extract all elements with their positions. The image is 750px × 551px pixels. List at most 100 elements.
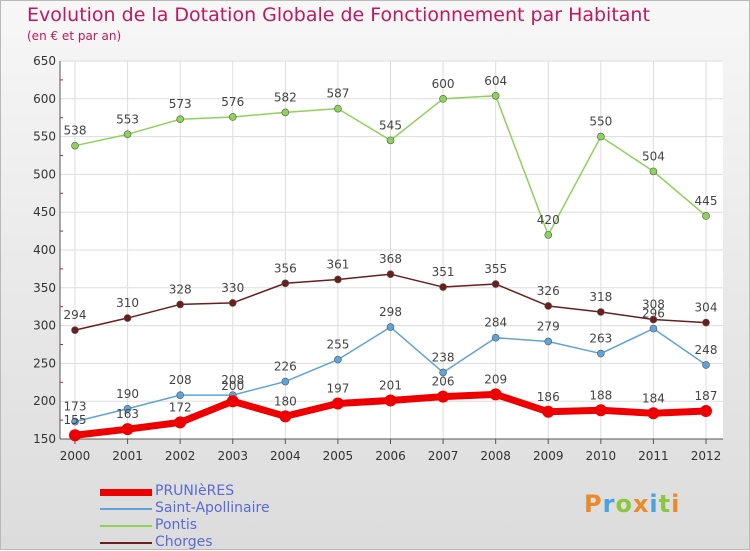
data-point — [649, 315, 658, 324]
data-point — [649, 167, 658, 176]
data-point — [597, 132, 605, 141]
y-tick-label: 300 — [33, 319, 56, 333]
data-label: 550 — [589, 115, 612, 129]
data-label: 356 — [274, 261, 297, 275]
data-label: 573 — [169, 97, 192, 111]
data-label: 188 — [589, 388, 612, 402]
logo-letter: r — [602, 490, 616, 518]
x-tick-label: 2003 — [217, 449, 248, 463]
data-label: 206 — [432, 375, 455, 389]
x-tick-label: 2007 — [428, 449, 459, 463]
data-label: 504 — [642, 149, 665, 163]
data-point — [331, 397, 344, 410]
data-point — [226, 395, 239, 408]
y-tick-label: 350 — [33, 281, 56, 295]
data-label: 600 — [432, 77, 455, 91]
x-tick-label: 2000 — [60, 449, 91, 463]
data-point — [544, 231, 553, 239]
y-tick-label: 550 — [33, 130, 56, 144]
legend-label: PRUNIèRES — [155, 483, 235, 499]
legend-swatch — [100, 508, 152, 510]
data-label: 186 — [537, 390, 560, 404]
y-tick-label: 200 — [33, 394, 56, 408]
logo-letter: P — [584, 490, 603, 518]
data-point — [279, 410, 292, 423]
data-label: 226 — [274, 360, 297, 374]
data-label: 355 — [484, 262, 507, 276]
data-label: 310 — [116, 296, 139, 310]
legend-swatch — [100, 542, 152, 544]
x-tick-label: 2011 — [638, 449, 669, 463]
data-label: 576 — [221, 95, 244, 109]
data-point — [491, 280, 500, 288]
x-tick-label: 2005 — [323, 449, 354, 463]
x-tick-label: 2009 — [533, 449, 564, 463]
data-label: 582 — [274, 90, 297, 104]
data-point — [544, 337, 553, 346]
data-label: 318 — [589, 290, 612, 304]
data-label: 208 — [169, 373, 192, 387]
data-label: 368 — [379, 252, 402, 266]
data-point — [176, 300, 184, 309]
data-point — [489, 388, 502, 401]
data-label: 308 — [642, 298, 665, 312]
y-tick-label: 450 — [33, 205, 56, 219]
data-point — [649, 324, 658, 333]
legend-label: Chorges — [155, 534, 213, 550]
data-point — [491, 333, 500, 342]
data-point — [439, 95, 447, 103]
y-tick-label: 500 — [33, 167, 56, 181]
logo-letter: o — [615, 490, 633, 518]
legend-label: Saint-Apollinaire — [155, 500, 270, 516]
chart-title: Evolution de la Dotation Globale de Fonc… — [27, 4, 650, 26]
data-point — [597, 308, 605, 316]
data-point — [542, 405, 555, 418]
logo-letter: t — [658, 490, 672, 518]
data-point — [384, 394, 397, 407]
x-tick-label: 2001 — [112, 449, 143, 463]
data-label: 304 — [695, 301, 718, 315]
data-label: 201 — [379, 378, 402, 392]
data-point — [544, 302, 553, 310]
data-label: 294 — [64, 308, 87, 322]
x-tick-label: 2006 — [375, 449, 406, 463]
data-label: 155 — [64, 413, 87, 427]
legend-swatch — [100, 525, 152, 527]
data-point — [334, 275, 342, 284]
data-label: 326 — [537, 284, 560, 298]
data-label: 298 — [379, 305, 402, 319]
data-point — [386, 270, 395, 278]
data-label: 445 — [695, 194, 718, 208]
data-label: 248 — [695, 343, 718, 357]
data-point — [281, 377, 290, 386]
data-point — [700, 405, 712, 418]
data-label: 330 — [221, 281, 244, 295]
data-label: 420 — [537, 213, 560, 227]
data-point — [647, 407, 660, 420]
data-point — [702, 318, 710, 327]
data-label: 172 — [169, 400, 192, 414]
y-tick-label: 600 — [33, 92, 56, 106]
data-point — [702, 212, 710, 220]
data-point — [71, 141, 79, 150]
data-label: 553 — [116, 112, 139, 126]
data-point — [386, 323, 395, 331]
data-point — [176, 115, 184, 124]
data-label: 255 — [326, 338, 349, 352]
logo-letter: i — [671, 490, 681, 518]
data-label: 180 — [274, 394, 297, 408]
legend-label: Pontis — [155, 517, 198, 533]
data-label: 187 — [695, 389, 718, 403]
data-point — [71, 417, 79, 426]
x-tick-label: 2008 — [480, 449, 511, 463]
data-label: 538 — [64, 124, 87, 138]
data-point — [281, 108, 290, 117]
x-tick-label: 2004 — [270, 449, 301, 463]
data-point — [123, 130, 132, 139]
data-point — [176, 391, 184, 399]
y-tick-label: 250 — [33, 356, 56, 370]
data-point — [228, 113, 237, 121]
data-label: 200 — [221, 379, 244, 393]
data-point — [597, 349, 605, 358]
